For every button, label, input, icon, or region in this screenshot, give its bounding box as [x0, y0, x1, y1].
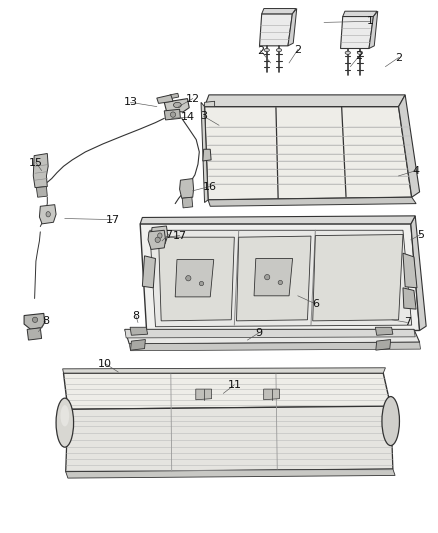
Polygon shape	[375, 327, 393, 335]
Text: 2: 2	[257, 46, 264, 55]
Text: 8: 8	[42, 316, 49, 326]
Text: 6: 6	[312, 299, 319, 309]
Polygon shape	[66, 469, 395, 478]
Ellipse shape	[265, 274, 270, 280]
Polygon shape	[411, 216, 426, 330]
Polygon shape	[142, 256, 155, 288]
Ellipse shape	[382, 397, 399, 446]
Polygon shape	[341, 17, 373, 49]
Polygon shape	[205, 95, 405, 107]
Polygon shape	[254, 259, 293, 296]
Polygon shape	[159, 237, 234, 321]
Polygon shape	[259, 14, 293, 46]
Polygon shape	[343, 11, 377, 17]
Polygon shape	[369, 11, 378, 49]
Polygon shape	[237, 236, 311, 321]
Polygon shape	[203, 149, 211, 161]
Ellipse shape	[173, 102, 181, 108]
Text: 17: 17	[106, 215, 120, 224]
Text: 15: 15	[29, 158, 43, 167]
Ellipse shape	[186, 276, 191, 281]
Polygon shape	[66, 406, 393, 472]
Text: 9: 9	[255, 328, 262, 338]
Polygon shape	[196, 389, 212, 400]
Ellipse shape	[345, 51, 350, 54]
Polygon shape	[24, 313, 45, 329]
Text: 3: 3	[200, 111, 207, 121]
Ellipse shape	[276, 49, 282, 52]
Text: 11: 11	[227, 380, 241, 390]
Text: 1: 1	[367, 17, 374, 26]
Text: 10: 10	[98, 359, 112, 368]
Polygon shape	[262, 9, 296, 14]
Ellipse shape	[46, 212, 50, 217]
Text: 4: 4	[413, 166, 420, 175]
Polygon shape	[131, 340, 145, 350]
Text: 2: 2	[356, 51, 363, 61]
Polygon shape	[403, 288, 416, 309]
Text: 2: 2	[395, 53, 402, 62]
Polygon shape	[125, 329, 415, 338]
Polygon shape	[208, 197, 416, 206]
Polygon shape	[264, 389, 279, 400]
Polygon shape	[27, 328, 42, 340]
Ellipse shape	[278, 280, 283, 285]
Polygon shape	[376, 340, 391, 350]
Text: 16: 16	[202, 182, 216, 191]
Polygon shape	[313, 235, 403, 321]
Text: 14: 14	[180, 112, 194, 122]
Polygon shape	[140, 224, 420, 333]
Polygon shape	[288, 9, 297, 46]
Polygon shape	[148, 230, 166, 249]
Polygon shape	[403, 253, 417, 288]
Ellipse shape	[56, 398, 74, 447]
Polygon shape	[182, 197, 193, 208]
Polygon shape	[150, 230, 412, 327]
Ellipse shape	[155, 237, 160, 243]
Polygon shape	[63, 368, 385, 373]
Polygon shape	[130, 327, 148, 335]
Polygon shape	[36, 187, 47, 197]
Polygon shape	[205, 101, 215, 107]
Text: 7: 7	[404, 318, 411, 327]
Polygon shape	[64, 373, 391, 409]
Text: 2: 2	[294, 45, 301, 54]
Polygon shape	[157, 95, 173, 103]
Polygon shape	[129, 342, 420, 351]
Ellipse shape	[170, 112, 176, 117]
Polygon shape	[205, 107, 412, 200]
Polygon shape	[151, 226, 168, 245]
Text: 7: 7	[165, 230, 172, 239]
Text: 12: 12	[186, 94, 200, 103]
Polygon shape	[180, 179, 194, 198]
Text: 8: 8	[132, 311, 139, 320]
Ellipse shape	[357, 51, 363, 54]
Text: 5: 5	[417, 230, 424, 239]
Text: 17: 17	[173, 231, 187, 240]
Ellipse shape	[264, 49, 269, 52]
Polygon shape	[170, 93, 179, 99]
Ellipse shape	[158, 233, 162, 238]
Polygon shape	[175, 260, 214, 297]
Polygon shape	[125, 329, 420, 344]
Text: 13: 13	[124, 98, 138, 107]
Polygon shape	[39, 205, 56, 224]
Polygon shape	[201, 102, 208, 203]
Ellipse shape	[60, 405, 69, 426]
Polygon shape	[33, 154, 48, 188]
Polygon shape	[164, 99, 189, 112]
Polygon shape	[399, 95, 420, 197]
Polygon shape	[140, 216, 415, 224]
Ellipse shape	[32, 317, 38, 322]
Ellipse shape	[199, 281, 204, 286]
Polygon shape	[164, 109, 180, 120]
